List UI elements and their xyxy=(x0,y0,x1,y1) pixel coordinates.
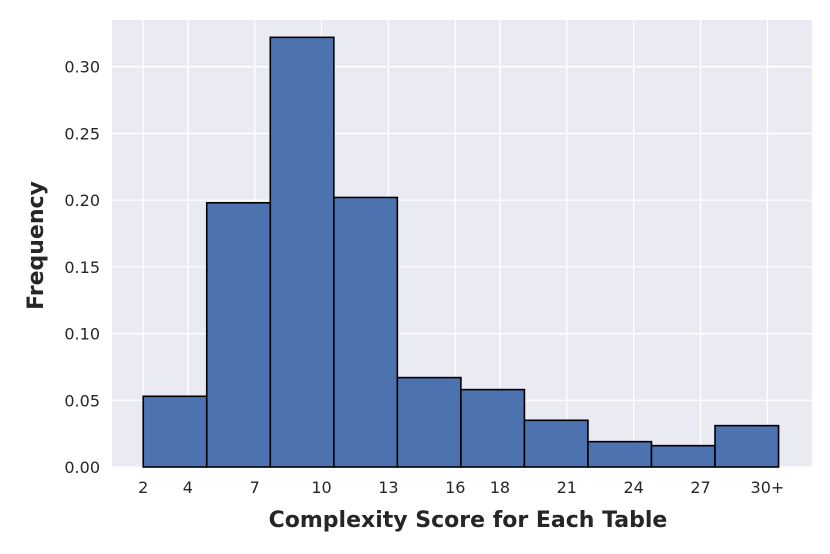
histogram-bar xyxy=(269,36,335,468)
y-tick-label: 0.20 xyxy=(64,191,100,210)
y-tick-label: 0.10 xyxy=(64,325,100,344)
x-tick-labels: 2 4 7 10 13 16 18 21 24 27 30+ xyxy=(138,478,784,497)
y-tick-label: 0.05 xyxy=(64,391,100,410)
histogram-bar xyxy=(396,376,462,468)
histogram-bar xyxy=(333,196,399,468)
histogram-bar xyxy=(523,419,589,468)
x-tick-label: 10 xyxy=(311,478,331,497)
histogram-bar xyxy=(714,424,780,468)
y-tick-label: 0.00 xyxy=(64,458,100,477)
x-tick-label: 24 xyxy=(623,478,643,497)
x-tick-label: 7 xyxy=(250,478,260,497)
y-tick-labels: 0.00 0.05 0.10 0.15 0.20 0.25 0.30 xyxy=(64,58,100,477)
x-tick-label: 30+ xyxy=(751,478,785,497)
x-tick-label: 18 xyxy=(490,478,510,497)
y-tick-label: 0.25 xyxy=(64,124,100,143)
histogram-bar xyxy=(587,440,653,468)
x-tick-label: 4 xyxy=(183,478,193,497)
x-tick-label: 13 xyxy=(378,478,398,497)
y-tick-label: 0.15 xyxy=(64,258,100,277)
histogram-bar xyxy=(460,388,526,468)
bars xyxy=(142,36,780,468)
x-tick-label: 2 xyxy=(138,478,148,497)
histogram-bar xyxy=(142,395,208,468)
gridlines xyxy=(112,20,812,468)
x-tick-label: 16 xyxy=(445,478,465,497)
y-axis-label: Frequency xyxy=(24,181,49,310)
x-tick-label: 21 xyxy=(557,478,577,497)
x-axis-label: Complexity Score for Each Table xyxy=(269,508,668,533)
y-tick-label: 0.30 xyxy=(64,58,100,77)
histogram-bar xyxy=(205,202,272,468)
x-tick-label: 27 xyxy=(690,478,710,497)
histogram-bar xyxy=(650,444,716,468)
